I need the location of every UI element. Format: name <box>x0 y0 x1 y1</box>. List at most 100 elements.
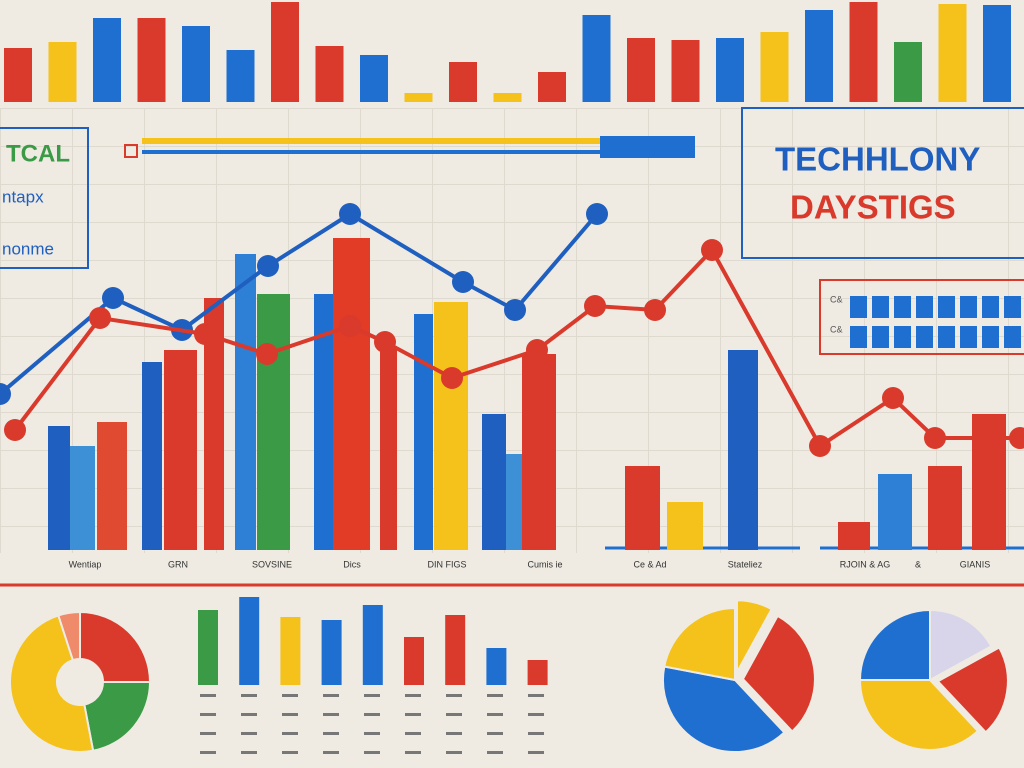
bar <box>314 294 334 550</box>
table-dash <box>282 751 298 754</box>
table-dash <box>405 713 421 716</box>
bar <box>137 18 166 102</box>
pie-slice <box>57 610 81 662</box>
panel-label: TCAL <box>6 140 70 167</box>
table-dash <box>323 732 339 735</box>
bar <box>280 617 301 685</box>
table-dash <box>528 713 544 716</box>
key-swatch <box>938 296 955 318</box>
key-label: C& <box>830 294 843 304</box>
table-dash <box>241 694 257 697</box>
left-panel <box>0 127 89 269</box>
pie-slice <box>858 679 980 751</box>
pie-slice <box>9 614 95 753</box>
bar <box>142 362 162 550</box>
table-dash <box>405 751 421 754</box>
table-dash <box>446 713 462 716</box>
line-marker <box>882 387 904 409</box>
bar <box>97 422 127 550</box>
line-marker <box>586 203 608 225</box>
line-marker <box>339 315 361 337</box>
table-dash <box>528 751 544 754</box>
line-marker <box>1009 427 1024 449</box>
key-swatch <box>916 296 933 318</box>
line-marker <box>701 239 723 261</box>
table-dash <box>241 732 257 735</box>
pie-slice <box>79 610 152 683</box>
key-label: C& <box>830 324 843 334</box>
table-dash <box>200 694 216 697</box>
line-marker <box>374 331 396 353</box>
key-swatch <box>894 296 911 318</box>
bar <box>878 474 912 550</box>
bar <box>486 648 507 685</box>
table-dash <box>364 713 380 716</box>
line-marker <box>809 435 831 457</box>
key-swatch <box>850 326 867 348</box>
bar <box>235 254 256 550</box>
line-marker <box>102 287 124 309</box>
pie-slice <box>735 599 774 673</box>
line-marker <box>0 383 11 405</box>
bar <box>360 55 388 102</box>
x-label: SOVSINE <box>252 559 292 569</box>
bar <box>434 302 468 550</box>
line-marker <box>924 427 946 449</box>
bar <box>972 414 1006 550</box>
panel-title: TECHHLONY <box>775 141 980 178</box>
bar <box>204 298 224 550</box>
bar <box>493 93 522 102</box>
table-dash <box>487 732 503 735</box>
table-dash <box>446 751 462 754</box>
pie-slice <box>936 646 1009 734</box>
panel-label: ntapx <box>2 187 44 206</box>
bar <box>805 10 833 102</box>
bar <box>445 615 466 685</box>
table-dash <box>200 713 216 716</box>
x-label: RJOIN & AG <box>840 559 891 569</box>
table-dash <box>405 694 421 697</box>
pie-slice <box>741 614 816 733</box>
table-dash <box>282 694 298 697</box>
x-label: GIANIS <box>960 559 991 569</box>
bar <box>667 502 703 550</box>
progress-bar <box>600 136 695 158</box>
bar <box>333 238 370 550</box>
table-dash <box>487 751 503 754</box>
bar <box>271 2 299 102</box>
bar <box>506 454 522 550</box>
line-marker <box>526 339 548 361</box>
bar <box>849 2 878 102</box>
line-marker <box>257 255 279 277</box>
x-label: Ce & Ad <box>633 559 666 569</box>
bar <box>894 42 922 102</box>
key-panel <box>819 279 1024 355</box>
line-marker <box>644 299 666 321</box>
right-panel <box>741 107 1024 259</box>
key-swatches <box>850 296 1021 348</box>
bar <box>380 346 397 550</box>
line-marker <box>452 271 474 293</box>
x-label: DIN FIGS <box>427 559 466 569</box>
line-marker <box>4 419 26 441</box>
key-swatch <box>960 326 977 348</box>
table-dash <box>241 751 257 754</box>
table-dash <box>487 713 503 716</box>
line-marker <box>256 343 278 365</box>
line-marker <box>584 295 606 317</box>
table-dash <box>528 732 544 735</box>
pie-slice <box>929 608 993 682</box>
bar <box>164 350 197 550</box>
x-label: Dics <box>343 559 361 569</box>
table-dash <box>364 751 380 754</box>
table-dash <box>200 751 216 754</box>
pie-slice <box>83 681 152 752</box>
key-swatch <box>1004 296 1021 318</box>
bar <box>522 354 556 550</box>
bar <box>414 314 433 550</box>
panel-label: nonme <box>2 239 54 258</box>
bar <box>838 522 870 550</box>
table-dash <box>446 694 462 697</box>
bar <box>582 15 611 102</box>
